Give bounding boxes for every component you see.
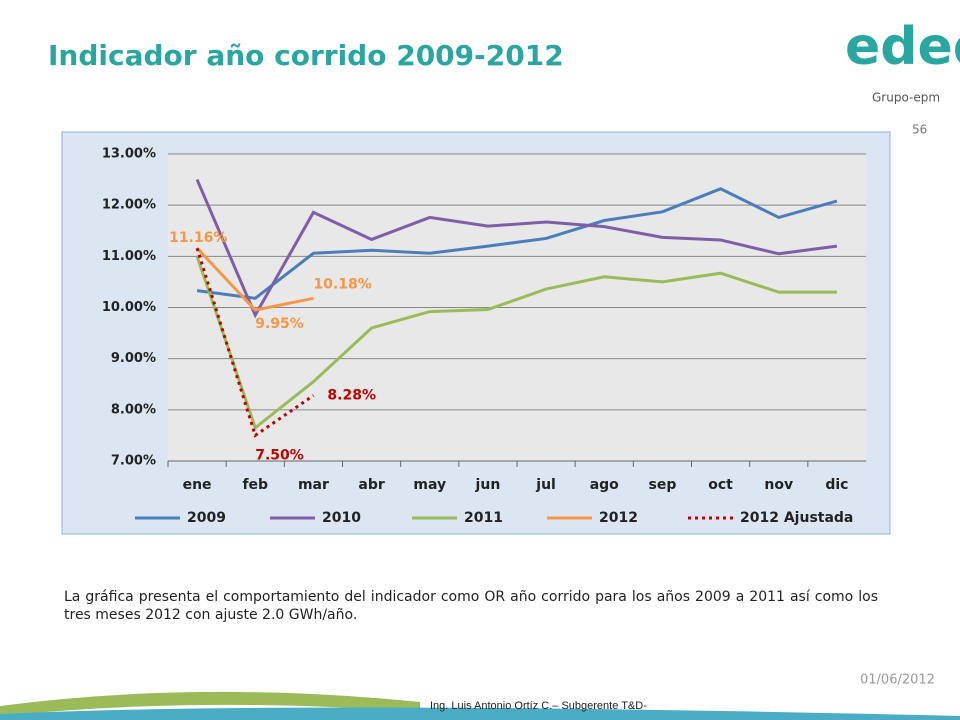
- y-tick-label: 8.00%: [111, 402, 156, 417]
- y-tick-label: 11.00%: [102, 249, 156, 264]
- swoosh: [0, 691, 420, 716]
- legend-label: 2012: [599, 510, 638, 526]
- data-label: 7.50%: [255, 447, 304, 463]
- legend-label: 2012 Ajustada: [740, 510, 853, 526]
- date: 01/06/2012: [860, 673, 935, 688]
- series-line: [195, 247, 314, 312]
- data-label: 9.95%: [255, 316, 304, 332]
- footer: Ing. Luis Antonio Ortíz C.– Subgerente T…: [430, 700, 647, 712]
- description: La gráfica presenta el comportamiento de…: [64, 589, 878, 623]
- logo-group: Grupo-epm: [872, 91, 940, 105]
- swoosh: [0, 707, 960, 720]
- x-tick-label: dic: [825, 477, 848, 493]
- page-number: 56: [912, 123, 927, 137]
- series-line: [196, 187, 838, 300]
- x-tick-label: nov: [764, 477, 793, 493]
- series-line: [195, 178, 838, 319]
- y-tick-label: 10.00%: [102, 300, 156, 315]
- x-tick-label: ago: [590, 477, 619, 493]
- data-label: 10.18%: [313, 276, 371, 292]
- x-tick-label: abr: [358, 477, 384, 493]
- x-tick-label: mar: [298, 477, 329, 493]
- y-tick-label: 7.00%: [111, 454, 156, 469]
- series-line: [195, 247, 315, 438]
- x-tick-label: jul: [535, 477, 556, 493]
- x-tick-label: feb: [242, 477, 268, 493]
- legend-label: 2010: [322, 510, 361, 526]
- x-tick-label: jun: [475, 477, 501, 493]
- y-tick-label: 13.00%: [102, 147, 156, 162]
- series-line: [195, 255, 837, 431]
- data-label: 11.16%: [169, 230, 227, 246]
- x-tick-label: ene: [183, 477, 212, 493]
- legend-label: 2009: [187, 510, 226, 526]
- slide-title: Indicador año corrido 2009-2012: [48, 39, 564, 72]
- logo: edeq: [845, 17, 960, 77]
- data-label: 8.28%: [327, 388, 376, 404]
- legend-label: 2011: [464, 510, 503, 526]
- x-tick-label: oct: [708, 477, 733, 493]
- y-tick-label: 9.00%: [111, 351, 156, 366]
- x-tick-label: may: [413, 477, 446, 493]
- x-tick-label: sep: [648, 477, 676, 493]
- y-tick-label: 12.00%: [102, 198, 156, 213]
